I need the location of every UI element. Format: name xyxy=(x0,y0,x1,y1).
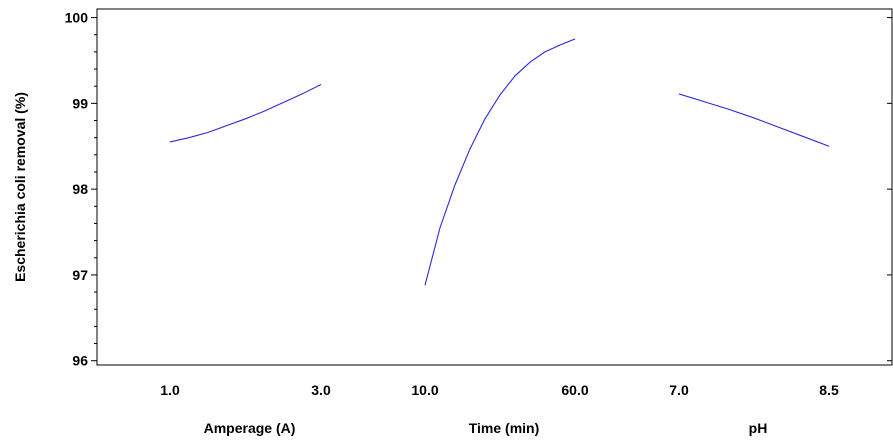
x-tick-label: 60.0 xyxy=(561,382,588,398)
x-tick-label: 1.0 xyxy=(160,382,180,398)
effect-line-2 xyxy=(424,38,576,286)
plot-frame xyxy=(96,8,893,366)
effect-line-1 xyxy=(169,83,322,143)
y-axis-label: Escherichia coli removal (%) xyxy=(12,92,28,282)
y-tick-label: 98 xyxy=(72,181,88,197)
x-tick-label: 7.0 xyxy=(669,382,689,398)
y-tick-label: 100 xyxy=(65,10,89,26)
x-tick-label: 8.5 xyxy=(819,382,839,398)
effect-line-3 xyxy=(678,93,830,147)
x-axis-label-3: pH xyxy=(749,420,768,436)
y-tick-label: 96 xyxy=(72,353,88,369)
x-axis-label-1: Amperage (A) xyxy=(204,420,296,436)
y-tick-label: 97 xyxy=(72,267,88,283)
x-tick-label: 3.0 xyxy=(311,382,331,398)
x-axis-label-2: Time (min) xyxy=(469,420,540,436)
x-axis-labels: 1.0 3.0 Amperage (A) 10.0 60.0 Time (min) 7.0 8… xyxy=(160,382,839,436)
y-axis-ticks: 96 97 98 99 100 xyxy=(65,10,892,369)
x-tick-label: 10.0 xyxy=(411,382,438,398)
y-tick-label: 99 xyxy=(72,95,88,111)
panels xyxy=(169,38,830,286)
